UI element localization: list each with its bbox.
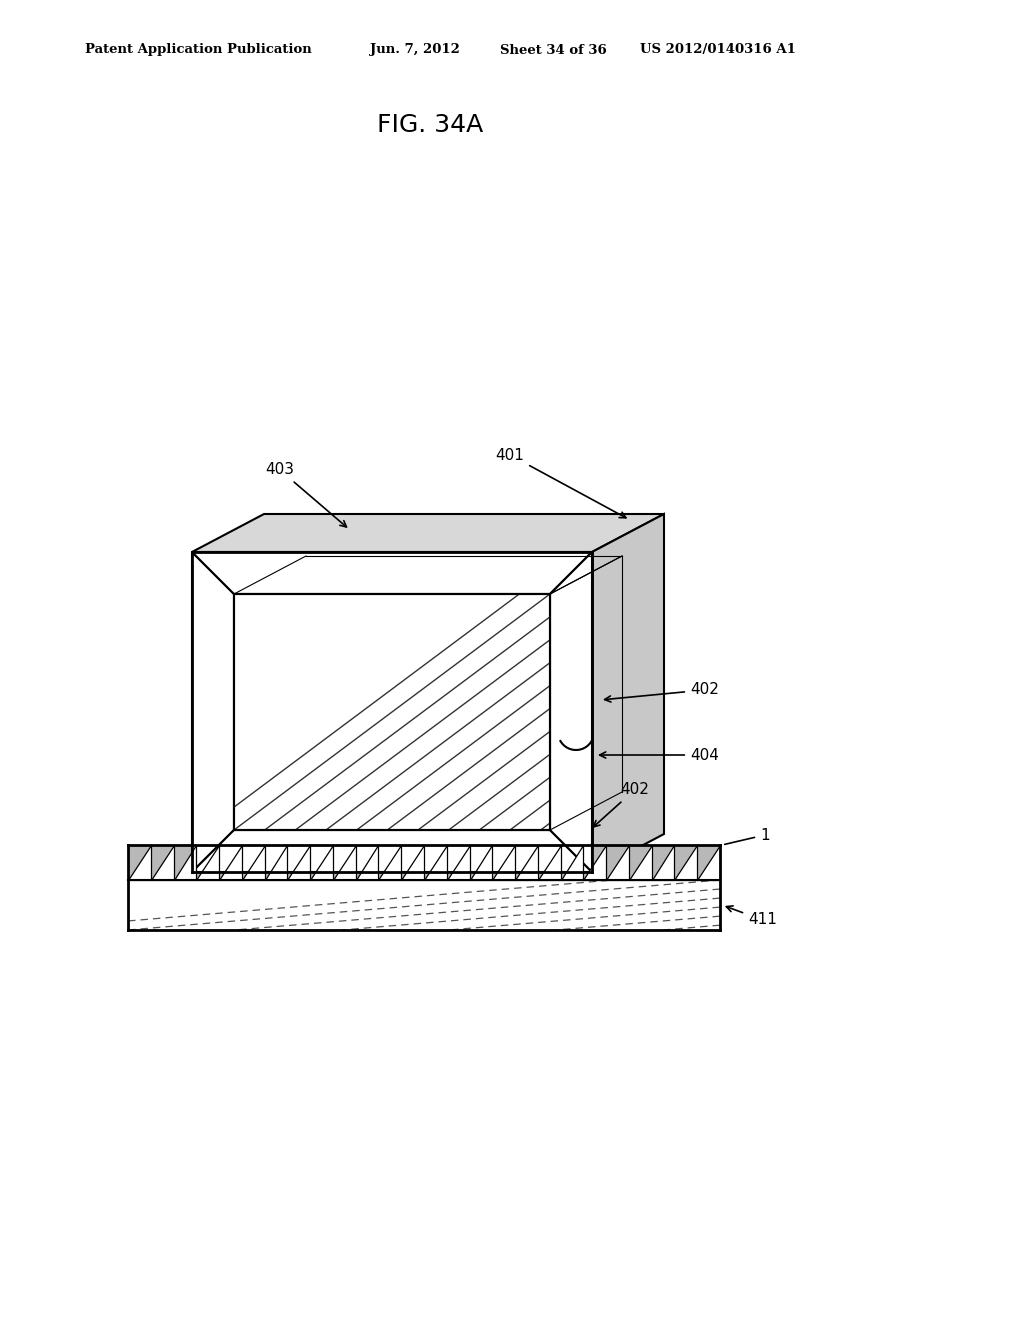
Polygon shape xyxy=(538,845,560,880)
Text: Jun. 7, 2012: Jun. 7, 2012 xyxy=(370,44,460,57)
Text: Patent Application Publication: Patent Application Publication xyxy=(85,44,311,57)
Polygon shape xyxy=(560,845,584,880)
Polygon shape xyxy=(128,880,720,931)
Polygon shape xyxy=(219,845,242,880)
Polygon shape xyxy=(606,845,629,880)
Polygon shape xyxy=(446,845,470,880)
Text: 402: 402 xyxy=(604,682,719,702)
Polygon shape xyxy=(151,845,173,880)
Polygon shape xyxy=(288,845,310,880)
Polygon shape xyxy=(128,845,720,880)
Text: FIG. 34A: FIG. 34A xyxy=(377,114,483,137)
Text: 401: 401 xyxy=(496,447,626,517)
Text: 404: 404 xyxy=(600,747,719,763)
Text: 411: 411 xyxy=(726,906,777,928)
Polygon shape xyxy=(193,552,592,594)
Polygon shape xyxy=(629,845,651,880)
Polygon shape xyxy=(697,845,720,880)
Polygon shape xyxy=(424,845,446,880)
Text: 1: 1 xyxy=(725,828,770,845)
Text: 403: 403 xyxy=(265,462,346,527)
Polygon shape xyxy=(470,845,493,880)
Polygon shape xyxy=(193,552,592,873)
Polygon shape xyxy=(264,845,288,880)
Polygon shape xyxy=(193,513,664,552)
Polygon shape xyxy=(515,845,538,880)
Polygon shape xyxy=(675,845,697,880)
Polygon shape xyxy=(173,845,197,880)
Text: Sheet 34 of 36: Sheet 34 of 36 xyxy=(500,44,607,57)
Polygon shape xyxy=(651,845,675,880)
Polygon shape xyxy=(234,594,550,830)
Polygon shape xyxy=(550,552,592,873)
Polygon shape xyxy=(128,845,151,880)
Polygon shape xyxy=(584,845,606,880)
Text: 402: 402 xyxy=(594,783,649,826)
Polygon shape xyxy=(333,845,355,880)
Text: FIG. 34B: FIG. 34B xyxy=(307,738,414,762)
Polygon shape xyxy=(193,552,234,873)
Polygon shape xyxy=(355,845,379,880)
Polygon shape xyxy=(379,845,401,880)
Polygon shape xyxy=(197,845,219,880)
Polygon shape xyxy=(493,845,515,880)
Polygon shape xyxy=(310,845,333,880)
Polygon shape xyxy=(592,513,664,873)
Polygon shape xyxy=(193,830,592,873)
Polygon shape xyxy=(401,845,424,880)
Text: US 2012/0140316 A1: US 2012/0140316 A1 xyxy=(640,44,796,57)
Polygon shape xyxy=(242,845,264,880)
